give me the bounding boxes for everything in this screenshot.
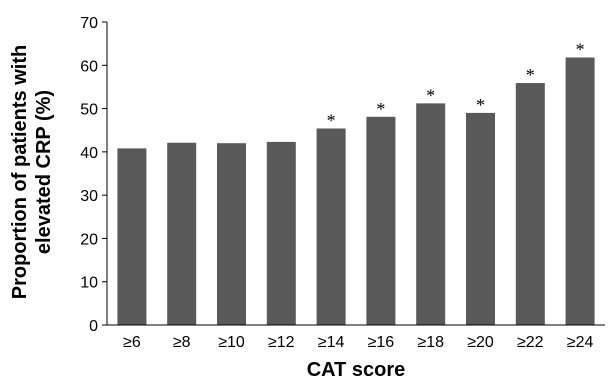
y-tick-label: 40 [80,145,98,162]
y-tick-label: 30 [80,188,98,205]
bar [565,57,595,325]
x-tick-label: ≥14 [318,334,345,351]
y-axis-title-line-2: elevated CRP (%) [33,90,55,254]
significance-marker: * [426,85,435,105]
x-tick-label: ≥22 [517,334,544,351]
y-tick-label: 50 [80,102,98,119]
y-axis-ticks: 0 10 20 30 40 50 60 70 [80,15,107,335]
y-axis-title-line-1: Proportion of patients with [9,45,31,299]
x-tick-label: ≥8 [173,334,191,351]
y-tick-label: 0 [89,318,98,335]
bar [316,128,346,325]
significance-marker: * [327,110,336,130]
significance-marker: * [526,65,535,85]
y-axis-title: Proportion of patients with elevated CRP… [9,45,55,299]
x-tick-label: ≥20 [467,334,494,351]
y-tick-label: 20 [80,231,98,248]
x-tick-label: ≥6 [123,334,141,351]
y-tick-label: 10 [80,275,98,292]
significance-marker: * [476,95,485,115]
x-tick-label: ≥16 [368,334,395,351]
bars [117,57,595,326]
bar [117,148,147,325]
significance-annotations: * * * * * * [327,39,585,130]
bar [167,142,197,325]
x-axis-title: CAT score [307,359,406,381]
x-tick-label: ≥24 [567,334,594,351]
x-tick-label: ≥18 [417,334,444,351]
y-tick-label: 60 [80,58,98,75]
bar [466,112,495,326]
significance-marker: * [376,99,385,119]
bar [217,143,246,325]
x-tick-label: ≥10 [218,334,245,351]
bar [366,116,396,325]
bar [416,103,446,326]
y-tick-label: 70 [80,15,98,32]
bar [266,141,296,325]
x-tick-label: ≥12 [268,334,295,351]
bar [515,83,545,325]
significance-marker: * [576,39,585,59]
x-axis-ticks: ≥6 ≥8 ≥10 ≥12 ≥14 ≥16 ≥18 ≥20 ≥22 ≥24 [123,334,593,351]
